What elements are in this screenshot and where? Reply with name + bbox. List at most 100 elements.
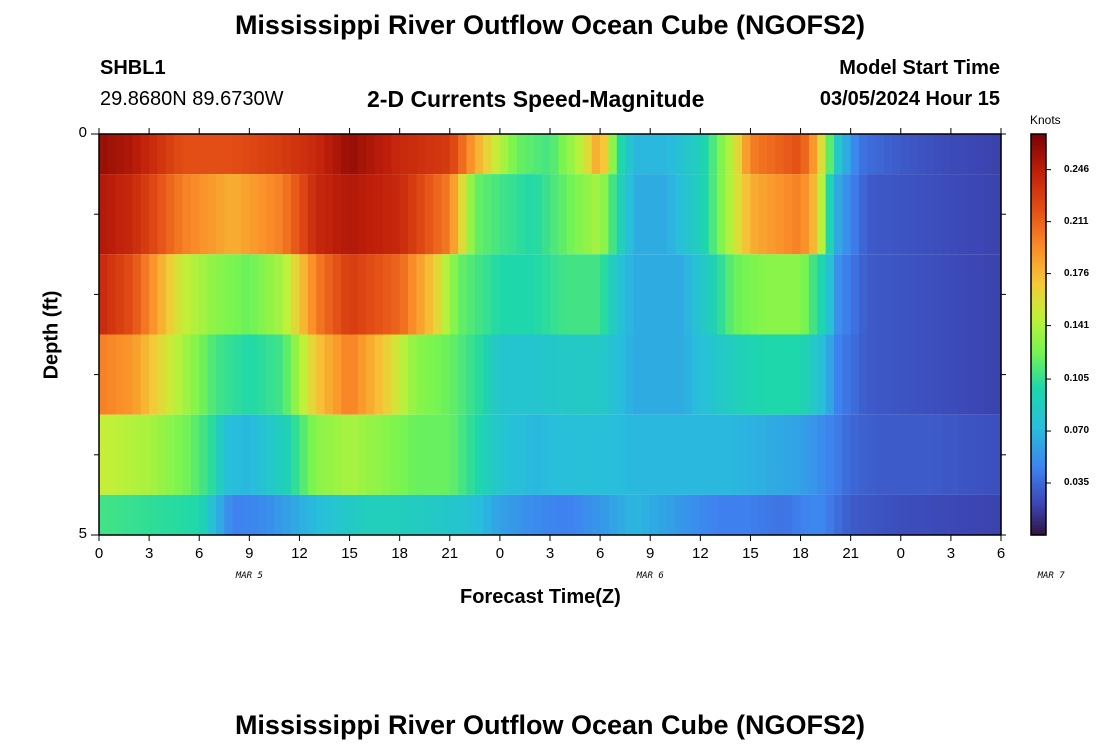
heatmap-cell [833, 174, 843, 255]
heatmap-cell [307, 174, 317, 255]
heatmap-cell [691, 254, 701, 335]
heatmap-cell [909, 414, 919, 495]
heatmap-cell [324, 334, 334, 415]
y-axis-label: Depth (ft) [40, 290, 63, 380]
heatmap-cell [174, 414, 184, 495]
colorbar-segment [1031, 412, 1046, 416]
heatmap-cell [566, 134, 576, 175]
heatmap-cell [984, 134, 994, 175]
heatmap-cell [341, 494, 351, 535]
heatmap-cell [332, 414, 342, 495]
colorbar-segment [1031, 324, 1046, 328]
heatmap-cell [992, 334, 1002, 415]
colorbar-segment [1031, 470, 1046, 474]
heatmap-cell [583, 134, 593, 175]
x-tick-label: 6 [996, 545, 1006, 562]
heatmap-cell [307, 334, 317, 415]
heatmap-cell [683, 134, 693, 175]
heatmap-cell [357, 494, 367, 535]
heatmap-cell [817, 254, 827, 335]
heatmap-cell [449, 334, 459, 415]
heatmap-cell [850, 494, 860, 535]
heatmap-cell [900, 254, 910, 335]
heatmap-cell [767, 494, 777, 535]
heatmap-cell [842, 334, 852, 415]
heatmap-cell [207, 494, 217, 535]
colorbar-segment [1031, 134, 1046, 137]
colorbar-segment [1031, 336, 1046, 340]
heatmap-cell [616, 414, 626, 495]
heatmap-cell [959, 334, 969, 415]
heatmap-cell [107, 334, 117, 415]
heatmap-cell [299, 254, 309, 335]
heatmap-cell [157, 414, 167, 495]
heatmap-cell [115, 334, 125, 415]
heatmap-cell [683, 494, 693, 535]
heatmap-cell [416, 334, 426, 415]
heatmap-cell [909, 334, 919, 415]
heatmap-cell [625, 414, 635, 495]
colorbar-segment [1031, 382, 1046, 386]
heatmap-cell [650, 254, 660, 335]
heatmap-cell [658, 414, 668, 495]
heatmap-cell [608, 494, 618, 535]
colorbar-segment [1031, 258, 1046, 261]
heatmap-cell [575, 494, 585, 535]
colorbar-frame [1030, 133, 1047, 536]
heatmap-cell [357, 134, 367, 175]
colorbar-segment [1031, 342, 1046, 346]
heatmap-cell [792, 334, 802, 415]
colorbar-segment [1031, 268, 1046, 271]
heatmap-cell [842, 494, 852, 535]
heatmap-cell [825, 134, 835, 175]
colorbar-segment [1031, 326, 1046, 330]
heatmap-cell [708, 134, 718, 175]
heatmap-cell [850, 414, 860, 495]
heatmap-cell [808, 254, 818, 335]
heatmap-cell [282, 254, 292, 335]
heatmap-cell [575, 174, 585, 255]
colorbar-segment [1031, 164, 1046, 167]
heatmap-cell [224, 334, 234, 415]
heatmap-cell [792, 414, 802, 495]
heatmap-cell [499, 334, 509, 415]
heatmap-cell [683, 334, 693, 415]
colorbar-segment [1031, 442, 1046, 446]
heatmap-cell [132, 174, 142, 255]
colorbar-segment [1031, 146, 1046, 149]
heatmap-cell [992, 254, 1002, 335]
heatmap-cell [591, 174, 601, 255]
heatmap-cell [199, 414, 209, 495]
heatmap-cell [708, 334, 718, 415]
heatmap-cell [717, 134, 726, 175]
colorbar-segment [1031, 296, 1046, 300]
colorbar-segment [1031, 486, 1046, 490]
colorbar-tick-label: 0.211 [1064, 215, 1089, 227]
heatmap-cell [474, 174, 484, 255]
heatmap-cell [157, 254, 167, 335]
heatmap-cell [675, 494, 685, 535]
colorbar-segment [1031, 292, 1046, 295]
heatmap-cell [124, 174, 134, 255]
heatmap-cell [458, 414, 468, 495]
colorbar-segment [1031, 422, 1046, 426]
heatmap-cell [575, 414, 585, 495]
heatmap-cell [483, 174, 493, 255]
colorbar-segment [1031, 320, 1046, 324]
heatmap-cell [182, 494, 192, 535]
heatmap-cell [266, 494, 275, 535]
heatmap-cell [758, 134, 768, 175]
heatmap-cell [157, 134, 167, 175]
colorbar-segment [1031, 430, 1046, 434]
heatmap-cell [959, 254, 969, 335]
heatmap-cell [491, 414, 501, 495]
colorbar-tick-label: 0.246 [1064, 163, 1090, 175]
heatmap-cell [382, 334, 392, 415]
heatmap-cell [149, 494, 159, 535]
heatmap-cell [307, 134, 317, 175]
colorbar-segment [1031, 526, 1046, 530]
heatmap-cell [149, 334, 159, 415]
heatmap-cell [792, 494, 802, 535]
heatmap-cell [107, 254, 117, 335]
